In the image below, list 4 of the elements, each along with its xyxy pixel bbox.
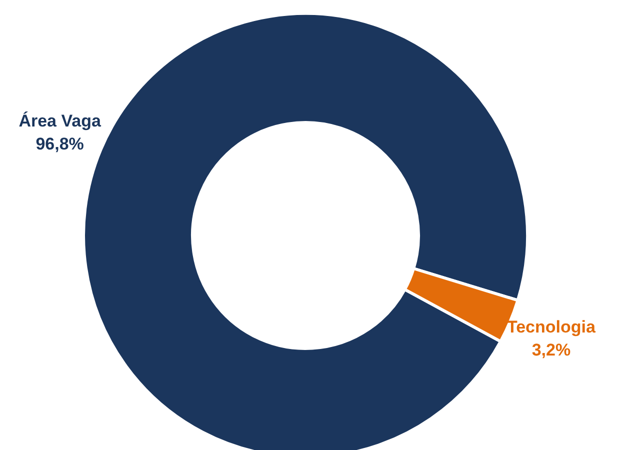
data-label: 96,8% xyxy=(36,134,84,154)
slice-label: Área Vaga xyxy=(18,110,102,131)
data-label: 3,2% xyxy=(532,340,571,360)
slice-label: Tecnologia xyxy=(506,318,596,337)
